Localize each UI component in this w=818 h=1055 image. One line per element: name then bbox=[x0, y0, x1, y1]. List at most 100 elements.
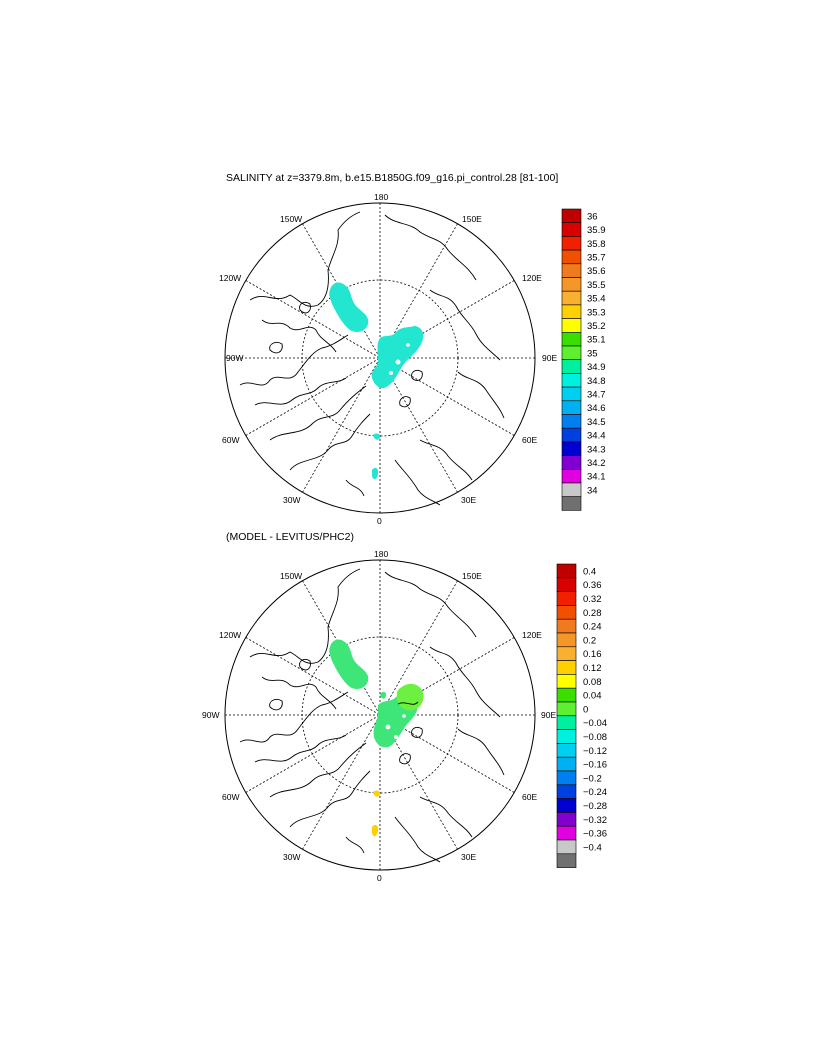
bottom-colorbar-label-1: 0.36 bbox=[583, 580, 602, 591]
top-salinity-regions bbox=[329, 282, 424, 480]
top-colorbar-label-7: 35.3 bbox=[587, 307, 606, 318]
bottom-anomaly-regions bbox=[329, 639, 424, 837]
top-lon-90e: 90E bbox=[542, 353, 557, 363]
bottom-map-group bbox=[224, 559, 536, 871]
bottom-colorbar-swatch-4 bbox=[556, 618, 577, 634]
top-colorbar-swatch-0 bbox=[561, 208, 582, 223]
top-colorbar-label-18: 34.2 bbox=[587, 458, 606, 469]
top-colorbar-swatch-4 bbox=[561, 263, 582, 278]
top-lon-120w: 120W bbox=[219, 273, 241, 283]
bottom-colorbar-swatch-17 bbox=[556, 798, 577, 813]
bottom-colorbar-swatch-8 bbox=[556, 674, 577, 689]
top-colorbar-swatch-19 bbox=[561, 468, 582, 484]
bottom-colorbar-label-16: −0.24 bbox=[583, 787, 607, 798]
top-colorbar-label-15: 34.5 bbox=[587, 417, 606, 428]
bottom-colorbar-label-9: 0.04 bbox=[583, 691, 602, 702]
bottom-colorbar-swatch-0 bbox=[556, 563, 577, 579]
bottom-colorbar-label-15: −0.2 bbox=[583, 773, 602, 784]
bottom-lon-60e: 60E bbox=[522, 792, 537, 802]
bottom-colorbar-swatch-11 bbox=[556, 715, 577, 730]
top-colorbar-label-13: 34.7 bbox=[587, 389, 606, 400]
bottom-colorbar-swatch-1 bbox=[556, 577, 577, 592]
top-colorbar-swatch-18 bbox=[561, 455, 582, 470]
top-colorbar-label-17: 34.3 bbox=[587, 444, 606, 455]
bottom-lon-60w: 60W bbox=[222, 792, 239, 802]
top-colorbar-label-12: 34.8 bbox=[587, 376, 606, 387]
top-colorbar-swatch-20 bbox=[561, 482, 582, 497]
top-colorbar-swatch-17 bbox=[561, 441, 582, 456]
bottom-colorbar-swatch-12 bbox=[556, 729, 577, 744]
top-colorbar-label-6: 35.4 bbox=[587, 294, 606, 305]
top-colorbar-swatch-9 bbox=[561, 331, 582, 347]
top-colorbar-swatch-21 bbox=[561, 496, 582, 511]
top-lon-180: 180 bbox=[374, 192, 388, 202]
bottom-region-main bbox=[329, 639, 369, 689]
bottom-lon-30w: 30W bbox=[283, 852, 300, 862]
bottom-colorbar-swatch-7 bbox=[556, 660, 577, 675]
bottom-zero-contour bbox=[397, 701, 419, 705]
top-colorbar-swatch-10 bbox=[561, 345, 582, 360]
top-colorbar-label-11: 34.9 bbox=[587, 362, 606, 373]
bottom-lon-30e: 30E bbox=[461, 852, 476, 862]
bottom-holes bbox=[385, 714, 406, 739]
bottom-colorbar-label-8: 0.08 bbox=[583, 677, 602, 688]
top-colorbar-swatch-1 bbox=[561, 222, 582, 237]
bottom-colorbar-swatch-10 bbox=[556, 701, 577, 717]
bottom-colorbar-label-12: −0.08 bbox=[583, 732, 607, 743]
top-lon-30w: 30W bbox=[283, 495, 300, 505]
top-lon-0: 0 bbox=[377, 516, 382, 526]
top-colorbar-swatch-16 bbox=[561, 427, 582, 443]
top-colorbar-swatch-12 bbox=[561, 373, 582, 388]
bottom-lon-labels: 180 150W 150E 120W 120E 90W 90E 60W 60E … bbox=[202, 549, 556, 883]
bottom-colorbar-swatch-16 bbox=[556, 784, 577, 799]
top-colorbar: 36 35.9 35.8 35.7 35.6 35.5 35.4 35.3 35.2 35.1 35… bbox=[561, 208, 606, 511]
bottom-colorbar-swatch-14 bbox=[556, 756, 577, 772]
top-lon-120e: 120E bbox=[522, 273, 542, 283]
bottom-colorbar-label-18: −0.32 bbox=[583, 815, 607, 826]
bottom-colorbar-swatch-3 bbox=[556, 605, 577, 620]
bottom-colorbar-label-4: 0.24 bbox=[583, 622, 602, 633]
bottom-colorbar-swatch-15 bbox=[556, 770, 577, 786]
top-colorbar-swatch-15 bbox=[561, 414, 582, 429]
top-colorbar-label-9: 35.1 bbox=[587, 335, 606, 346]
bottom-colorbar-swatch-9 bbox=[556, 687, 577, 703]
top-colorbar-swatch-5 bbox=[561, 277, 582, 292]
bottom-lon-120e: 120E bbox=[522, 630, 542, 640]
bottom-lon-90e: 90E bbox=[541, 710, 556, 720]
bottom-colorbar-label-10: 0 bbox=[583, 704, 588, 715]
bottom-colorbar-label-14: −0.16 bbox=[583, 760, 607, 771]
bottom-colorbar-swatch-13 bbox=[556, 743, 577, 758]
bottom-colorbar-label-20: −0.4 bbox=[583, 842, 602, 853]
bottom-colorbar-swatch-20 bbox=[556, 839, 577, 855]
bottom-colorbar-label-6: 0.16 bbox=[583, 649, 602, 660]
bottom-region-high bbox=[396, 683, 424, 711]
top-colorbar-label-4: 35.6 bbox=[587, 266, 606, 277]
bottom-colorbar-label-19: −0.36 bbox=[583, 829, 607, 840]
top-lon-60e: 60E bbox=[522, 435, 537, 445]
bottom-colorbar-label-11: −0.04 bbox=[583, 718, 607, 729]
top-colorbar-label-16: 34.4 bbox=[587, 431, 606, 442]
bottom-colorbar-label-7: 0.12 bbox=[583, 663, 602, 674]
bottom-colorbar-label-5: 0.2 bbox=[583, 635, 596, 646]
top-lon-150w: 150W bbox=[280, 214, 302, 224]
top-colorbar-label-3: 35.7 bbox=[587, 252, 606, 263]
top-lon-150e: 150E bbox=[462, 214, 482, 224]
top-colorbar-swatch-6 bbox=[561, 290, 582, 306]
bottom-lon-150w: 150W bbox=[280, 571, 302, 581]
bottom-colorbar-swatch-18 bbox=[556, 812, 577, 827]
bottom-lon-120w: 120W bbox=[219, 630, 241, 640]
bottom-lon-90w: 90W bbox=[202, 710, 219, 720]
bottom-region-pos-2 bbox=[372, 824, 379, 837]
top-colorbar-label-14: 34.6 bbox=[587, 403, 606, 414]
top-colorbar-label-10: 35 bbox=[587, 348, 598, 359]
top-colorbar-swatch-11 bbox=[561, 359, 582, 374]
top-colorbar-swatch-3 bbox=[561, 249, 582, 265]
top-colorbar-label-8: 35.2 bbox=[587, 321, 606, 332]
bottom-colorbar-swatch-21 bbox=[556, 853, 577, 868]
top-colorbar-swatch-14 bbox=[561, 400, 582, 415]
top-colorbar-swatch-2 bbox=[561, 236, 582, 251]
bottom-region-small bbox=[380, 691, 387, 699]
top-lon-90w: 90W bbox=[226, 353, 243, 363]
top-map-group bbox=[224, 202, 536, 514]
